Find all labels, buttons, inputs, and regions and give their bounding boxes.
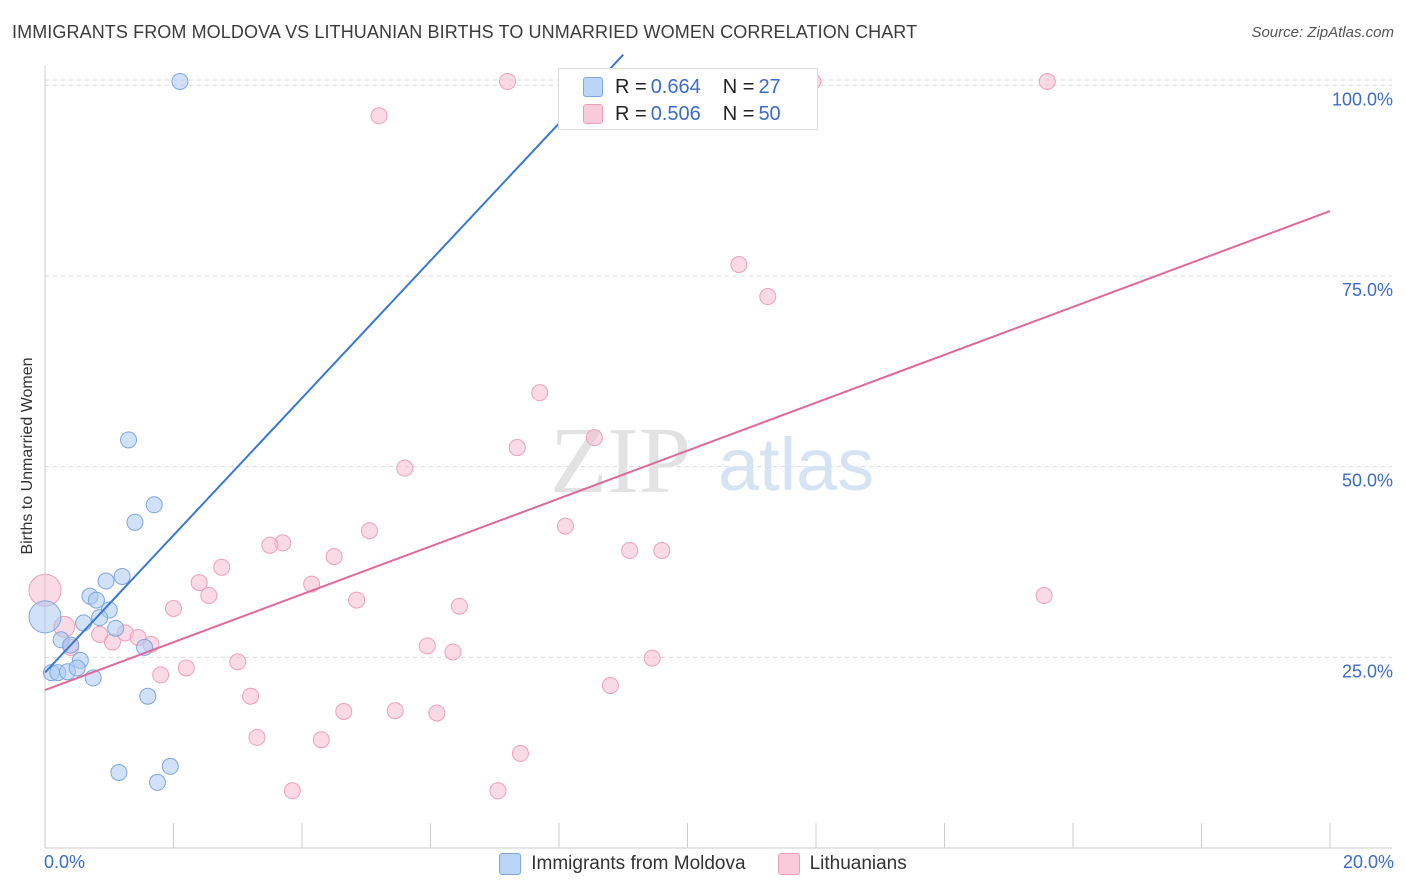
point-lithuanians	[165, 599, 182, 617]
point-moldova	[148, 773, 166, 791]
point-moldova	[126, 513, 144, 531]
source-label: Source: ZipAtlas.com	[1251, 24, 1394, 41]
legend-label-lithuanians: Lithuanians	[809, 853, 907, 874]
watermark: ZIP atlas	[550, 409, 874, 513]
legend-n-label: N =	[722, 102, 755, 125]
y-tick-label: 100.0%	[1332, 89, 1393, 109]
point-lithuanians	[283, 782, 301, 800]
point-lithuanians	[508, 439, 526, 457]
point-lithuanians	[511, 744, 529, 762]
legend-r-value: 0.506	[650, 102, 701, 125]
trend-lines	[44, 54, 1331, 692]
point-moldova	[91, 609, 109, 627]
point-lithuanians	[386, 702, 404, 720]
point-lithuanians	[730, 256, 748, 273]
y-tick-labels: 25.0% 50.0% 75.0% 100.0%	[1332, 89, 1393, 681]
chart-title: IMMIGRANTS FROM MOLDOVA VS LITHUANIAN BI…	[12, 22, 918, 42]
legend-row-moldova: R = 0.664 N = 27	[583, 74, 781, 100]
point-moldova	[75, 614, 93, 632]
point-lithuanians	[531, 384, 549, 402]
y-tick-label: 25.0%	[1342, 661, 1393, 681]
point-lithuanians	[444, 643, 462, 661]
point-lithuanians	[370, 107, 388, 125]
trend-line-lithuanians	[44, 210, 1331, 692]
legend-r-value: 0.664	[650, 75, 701, 98]
point-lithuanians	[653, 542, 671, 560]
point-lithuanians	[585, 429, 603, 447]
point-lithuanians	[450, 597, 468, 615]
legend-item-moldova[interactable]: Immigrants from Moldova	[499, 853, 746, 875]
point-lithuanians	[360, 522, 378, 540]
x-tick-label-max: 20.0%	[1342, 852, 1394, 872]
correlation-legend: R = 0.664 N = 27 R = 0.506 N = 50	[558, 68, 818, 130]
legend-n-label: N =	[722, 75, 755, 98]
legend-swatch-lithuanians	[777, 853, 800, 875]
legend-r-label: R =	[615, 75, 647, 98]
legend-r-label: R =	[615, 102, 647, 125]
point-moldova	[107, 619, 125, 637]
point-lithuanians	[312, 731, 330, 749]
y-tick-label: 75.0%	[1342, 280, 1393, 300]
point-lithuanians	[601, 677, 619, 695]
point-moldova	[145, 496, 163, 514]
point-lithuanians	[556, 517, 574, 535]
point-lithuanians	[177, 659, 195, 677]
x-tick-label-min: 0.0%	[44, 852, 86, 872]
legend-item-lithuanians[interactable]: Lithuanians	[777, 853, 907, 875]
legend-n-value: 50	[758, 102, 781, 125]
data-points	[28, 72, 1056, 800]
point-lithuanians	[152, 666, 170, 684]
y-tick-label: 50.0%	[1342, 471, 1393, 491]
watermark-atlas: atlas	[718, 423, 874, 506]
point-lithuanians	[229, 653, 247, 671]
point-lithuanians	[248, 728, 266, 746]
point-lithuanians	[213, 558, 231, 576]
trend-line-moldova	[44, 54, 624, 674]
legend-swatch-moldova	[499, 853, 522, 875]
point-lithuanians	[396, 459, 414, 477]
legend-swatch-moldova	[583, 77, 603, 97]
axes	[44, 66, 1392, 849]
point-lithuanians	[242, 687, 260, 705]
point-lithuanians	[190, 574, 208, 592]
legend-n-value: 27	[758, 75, 781, 98]
point-lithuanians	[91, 625, 109, 643]
watermark-zip: ZIP	[550, 409, 691, 513]
gridlines	[45, 79, 1392, 658]
point-lithuanians	[489, 782, 507, 800]
point-moldova	[110, 763, 128, 781]
point-moldova	[68, 659, 86, 677]
legend-row-lithuanians: R = 0.506 N = 50	[583, 101, 781, 127]
point-lithuanians	[643, 649, 661, 667]
point-lithuanians	[200, 587, 218, 605]
point-moldova	[97, 572, 115, 590]
point-lithuanians	[303, 575, 321, 593]
point-moldova	[139, 687, 157, 705]
point-lithuanians	[759, 288, 777, 306]
y-axis-label: Births to Unmarried Women	[19, 357, 36, 555]
point-moldova	[171, 72, 189, 90]
point-moldova	[161, 757, 179, 775]
point-moldova	[113, 567, 131, 585]
series-legend: Immigrants from Moldova Lithuanians	[0, 851, 1406, 877]
point-lithuanians	[1035, 587, 1053, 605]
point-lithuanians	[348, 591, 366, 609]
point-lithuanians	[335, 702, 353, 720]
point-lithuanians	[428, 704, 446, 722]
point-lithuanians	[261, 536, 279, 554]
point-moldova	[28, 600, 62, 634]
point-lithuanians	[418, 637, 436, 655]
point-lithuanians	[325, 548, 343, 566]
legend-swatch-lithuanians	[583, 104, 603, 124]
point-lithuanians	[621, 542, 639, 560]
point-lithuanians	[1038, 72, 1056, 90]
point-moldova	[87, 591, 105, 609]
point-moldova	[120, 431, 138, 449]
point-lithuanians	[499, 72, 517, 90]
legend-label-moldova: Immigrants from Moldova	[531, 853, 746, 874]
